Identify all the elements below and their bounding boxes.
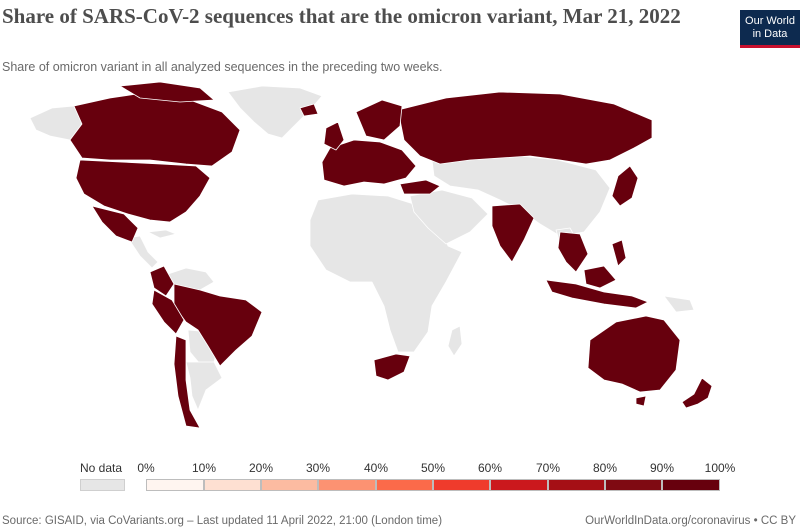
region-arctic-islands bbox=[119, 81, 215, 103]
region-scandinavia bbox=[355, 99, 403, 141]
legend-nodata-swatch bbox=[80, 479, 125, 491]
region-colombia bbox=[149, 265, 175, 297]
region-india bbox=[491, 203, 535, 263]
region-new-zealand bbox=[681, 377, 713, 409]
region-japan bbox=[611, 165, 639, 207]
region-turkey bbox=[399, 179, 441, 195]
legend-tick-30: 30% bbox=[305, 461, 331, 475]
legend-bin-4 bbox=[376, 479, 433, 491]
legend-tick-60: 60% bbox=[477, 461, 503, 475]
logo-line-2: in Data bbox=[752, 28, 788, 40]
legend-nodata-label: No data bbox=[80, 461, 123, 475]
region-tasmania bbox=[635, 395, 647, 407]
region-chile bbox=[173, 335, 201, 429]
region-mexico bbox=[91, 205, 139, 243]
legend-bin-6 bbox=[490, 479, 548, 491]
legend-tick-90: 90% bbox=[649, 461, 675, 475]
region-greenland bbox=[227, 85, 323, 139]
region-canada bbox=[69, 91, 241, 167]
logo-line-1: Our World bbox=[745, 15, 795, 27]
owid-logo[interactable]: Our World in Data bbox=[740, 10, 800, 48]
legend-tick-40: 40% bbox=[363, 461, 389, 475]
region-indonesia bbox=[545, 279, 649, 309]
legend-tick-50: 50% bbox=[420, 461, 446, 475]
region-usa bbox=[75, 159, 211, 223]
legend-bin-0 bbox=[146, 479, 204, 491]
legend-tick-100: 100% bbox=[704, 461, 736, 475]
world-map bbox=[29, 81, 713, 429]
region-philippines bbox=[611, 239, 627, 267]
legend-bin-3 bbox=[318, 479, 376, 491]
region-thailand-vietnam bbox=[557, 231, 589, 273]
region-central-america bbox=[127, 235, 159, 269]
legend-bin-9 bbox=[662, 479, 720, 491]
region-png bbox=[663, 295, 695, 313]
legend-tick-0: 0% bbox=[137, 461, 155, 475]
region-middle-east bbox=[409, 189, 489, 245]
footer-url[interactable]: OurWorldInData.org/coronavirus • CC BY bbox=[585, 515, 796, 527]
legend-tick-10: 10% bbox=[191, 461, 217, 475]
legend-bin-8 bbox=[605, 479, 662, 491]
region-malaysia-borneo bbox=[583, 265, 617, 289]
region-uk-ireland bbox=[323, 121, 345, 151]
region-south-africa bbox=[373, 353, 411, 381]
legend-bin-7 bbox=[548, 479, 605, 491]
region-madagascar bbox=[447, 325, 463, 357]
legend-bin-5 bbox=[433, 479, 490, 491]
legend-tick-20: 20% bbox=[248, 461, 274, 475]
legend-tick-80: 80% bbox=[592, 461, 618, 475]
legend-bin-2 bbox=[261, 479, 318, 491]
region-russia bbox=[397, 91, 653, 165]
region-brazil bbox=[173, 283, 263, 367]
region-argentina bbox=[185, 361, 223, 411]
chart-subtitle: Share of omicron variant in all analyzed… bbox=[2, 60, 443, 74]
region-caribbean bbox=[147, 229, 177, 239]
chart-title: Share of SARS-CoV-2 sequences that are t… bbox=[2, 4, 681, 28]
region-iceland bbox=[299, 103, 319, 117]
legend-tick-70: 70% bbox=[535, 461, 561, 475]
region-western-europe bbox=[321, 139, 417, 187]
color-legend: No data 0% 10% 20% 30% 40% 50% 60% 70% 8… bbox=[0, 455, 800, 495]
region-australia bbox=[587, 315, 681, 393]
region-peru bbox=[151, 289, 185, 335]
legend-bin-1 bbox=[204, 479, 261, 491]
source-note: Source: GISAID, via CoVariants.org – Las… bbox=[2, 515, 443, 527]
